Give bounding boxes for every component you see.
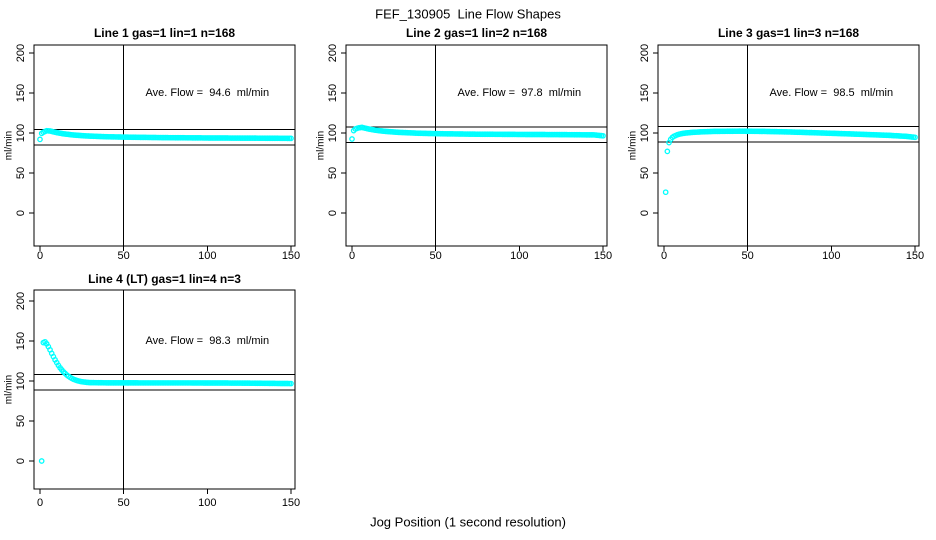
x-tick-label: 0 [349, 250, 355, 262]
plot-box [657, 44, 920, 247]
y-tick-label: 0 [639, 210, 651, 216]
y-tick-label: 150 [639, 84, 651, 102]
y-tick-label: 100 [327, 124, 339, 142]
y-tick-label: 100 [15, 372, 27, 390]
x-tick-label: 100 [822, 250, 840, 262]
y-axis-label: ml/min [4, 375, 15, 404]
y-tick-label: 150 [15, 84, 27, 102]
y-tick-label: 100 [15, 124, 27, 142]
x-tick-label: 150 [282, 250, 300, 262]
y-tick-label: 50 [327, 167, 339, 179]
data-point [600, 132, 606, 139]
subplot-title: Line 3 gas=1 lin=3 n=168 [717, 26, 860, 40]
y-axis-label: ml/min [628, 131, 639, 160]
x-tick-label: 100 [198, 497, 216, 509]
x-tick-label: 150 [282, 497, 300, 509]
x-tick-label: 0 [37, 250, 43, 262]
data-point [662, 189, 669, 196]
y-tick-label: 0 [327, 210, 339, 216]
y-tick-label: 0 [15, 210, 27, 216]
subplot-title: Line 2 gas=1 lin=2 n=168 [405, 26, 548, 40]
data-point [288, 380, 294, 387]
x-tick-label: 150 [594, 250, 612, 262]
x-tick-label: 100 [510, 250, 528, 262]
x-tick-label: 100 [198, 250, 216, 262]
y-tick-label: 200 [327, 44, 339, 62]
plot-box [33, 289, 296, 490]
data-point [349, 136, 355, 142]
avg-flow-annotation: Ave. Flow = 98.3 ml/min [145, 335, 270, 347]
data-point [912, 134, 918, 141]
figure-main-title: FEF_130905 Line Flow Shapes [375, 6, 561, 22]
data-point [664, 148, 671, 155]
subplot-title: Line 1 gas=1 lin=1 n=168 [93, 26, 236, 40]
x-tick-label: 0 [37, 497, 43, 509]
plot-box [33, 44, 296, 247]
y-axis-label: ml/min [4, 131, 15, 160]
x-tick-label: 50 [118, 497, 130, 509]
y-tick-label: 50 [15, 415, 27, 427]
y-tick-label: 0 [15, 458, 27, 464]
plot-box [345, 44, 608, 247]
x-tick-label: 50 [430, 250, 442, 262]
data-point [38, 458, 45, 464]
y-tick-label: 50 [639, 167, 651, 179]
y-tick-label: 150 [15, 332, 27, 350]
avg-flow-annotation: Ave. Flow = 98.5 ml/min [769, 87, 894, 99]
avg-flow-annotation: Ave. Flow = 97.8 ml/min [457, 87, 582, 99]
y-tick-label: 200 [15, 44, 27, 62]
avg-flow-annotation: Ave. Flow = 94.6 ml/min [145, 87, 270, 99]
x-axis-label: Jog Position (1 second resolution) [370, 514, 566, 530]
y-tick-label: 50 [15, 167, 27, 179]
subplot-title: Line 4 (LT) gas=1 lin=4 n=3 [88, 272, 241, 286]
y-tick-label: 150 [327, 84, 339, 102]
y-tick-label: 100 [639, 124, 651, 142]
y-tick-label: 200 [15, 292, 27, 310]
x-tick-label: 50 [742, 250, 754, 262]
data-point [37, 136, 43, 143]
y-axis-label: ml/min [316, 131, 327, 160]
x-tick-label: 150 [906, 250, 924, 262]
data-point [288, 135, 294, 142]
x-tick-label: 50 [118, 250, 130, 262]
y-tick-label: 200 [639, 44, 651, 62]
x-tick-label: 0 [661, 250, 667, 262]
